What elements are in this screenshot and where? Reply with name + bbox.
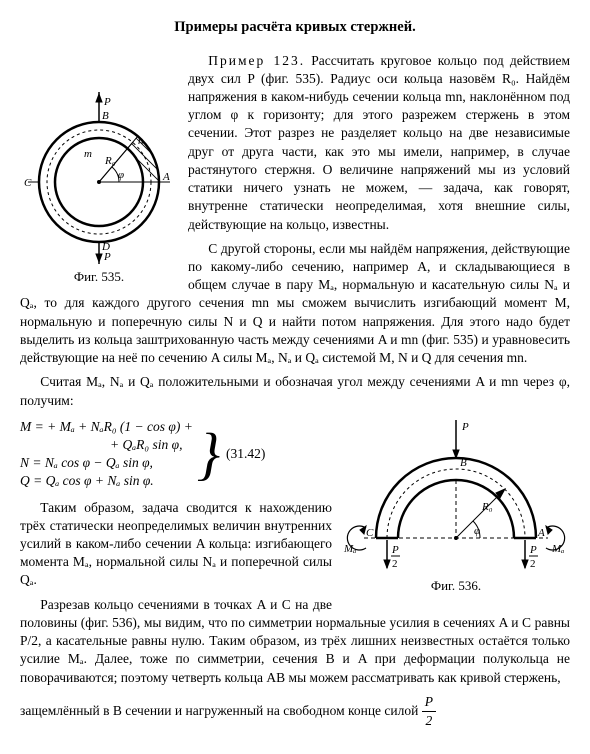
fig536-caption: Фиг. 536. <box>342 577 570 595</box>
eq-1: M = + Mₐ + NₐR₀ (1 − cos φ) + <box>20 418 193 436</box>
lbl-R0: R₀ <box>104 155 116 167</box>
lbl536-C: C <box>366 527 374 539</box>
fig535-caption: Фиг. 535. <box>20 268 178 286</box>
lbl-m: m <box>84 148 92 160</box>
svg-text:P: P <box>529 544 537 556</box>
lbl-phi: φ <box>118 169 124 181</box>
frac-den: 2 <box>422 712 436 730</box>
svg-text:2: 2 <box>392 558 398 570</box>
lbl-C: C <box>24 177 32 189</box>
lbl-B: B <box>102 110 109 122</box>
eq-1b: + QₐR₀ sin φ, <box>20 436 193 454</box>
eq-3: Q = Qₐ cos φ + Nₐ sin φ. <box>20 472 193 490</box>
example-lead: Пример 123. <box>208 53 305 68</box>
eq-number: (31.42) <box>226 445 265 463</box>
eq-2: N = Nₐ cos φ − Qₐ sin φ, <box>20 454 193 472</box>
para-6a: защемлённый в B сечении и нагруженный на… <box>20 703 418 718</box>
para-5: Разрезав кольцо сечениями в точках A и C… <box>20 596 570 687</box>
para-3: Считая Mₐ, Nₐ и Qₐ положительными и обоз… <box>20 373 570 409</box>
brace-icon: } <box>197 425 220 483</box>
lbl536-B: B <box>460 457 467 469</box>
para-1-text: Рассчитать круговое кольцо под действием… <box>188 53 570 232</box>
lbl536-phi: φ <box>474 525 480 537</box>
lbl536-Ma-l: Mₐ <box>343 543 356 555</box>
lbl536-Ma-r: Mₐ <box>551 543 564 555</box>
frac-num: P <box>422 693 436 712</box>
lbl536-R0: R₀ <box>481 501 493 513</box>
section-title: Примеры расчёта кривых стержней. <box>20 18 570 38</box>
lbl536-P: P <box>461 421 469 433</box>
lbl536-A: A <box>537 527 545 539</box>
lbl-A: A <box>162 171 170 183</box>
svg-text:P: P <box>391 544 399 556</box>
lbl-D: D <box>101 241 110 253</box>
svg-text:2: 2 <box>530 558 536 570</box>
lbl-P-top: P <box>103 96 111 108</box>
fig536-svg: P B A C R₀ φ Mₐ Mₐ P 2 P 2 <box>342 418 570 573</box>
figure-535: P P B D A C m n R₀ φ Фиг. 535. <box>20 92 178 286</box>
lbl-n: n <box>138 135 144 147</box>
frac-P2: P 2 <box>422 693 436 730</box>
figure-536: P B A C R₀ φ Mₐ Mₐ P 2 P 2 Фиг. 536. <box>342 418 570 595</box>
equation-block: M = + Mₐ + NₐR₀ (1 − cos φ) + + QₐR₀ sin… <box>20 418 332 491</box>
fig535-svg: P P B D A C m n R₀ φ <box>20 92 178 264</box>
para-6: защемлённый в B сечении и нагруженный на… <box>20 693 570 730</box>
